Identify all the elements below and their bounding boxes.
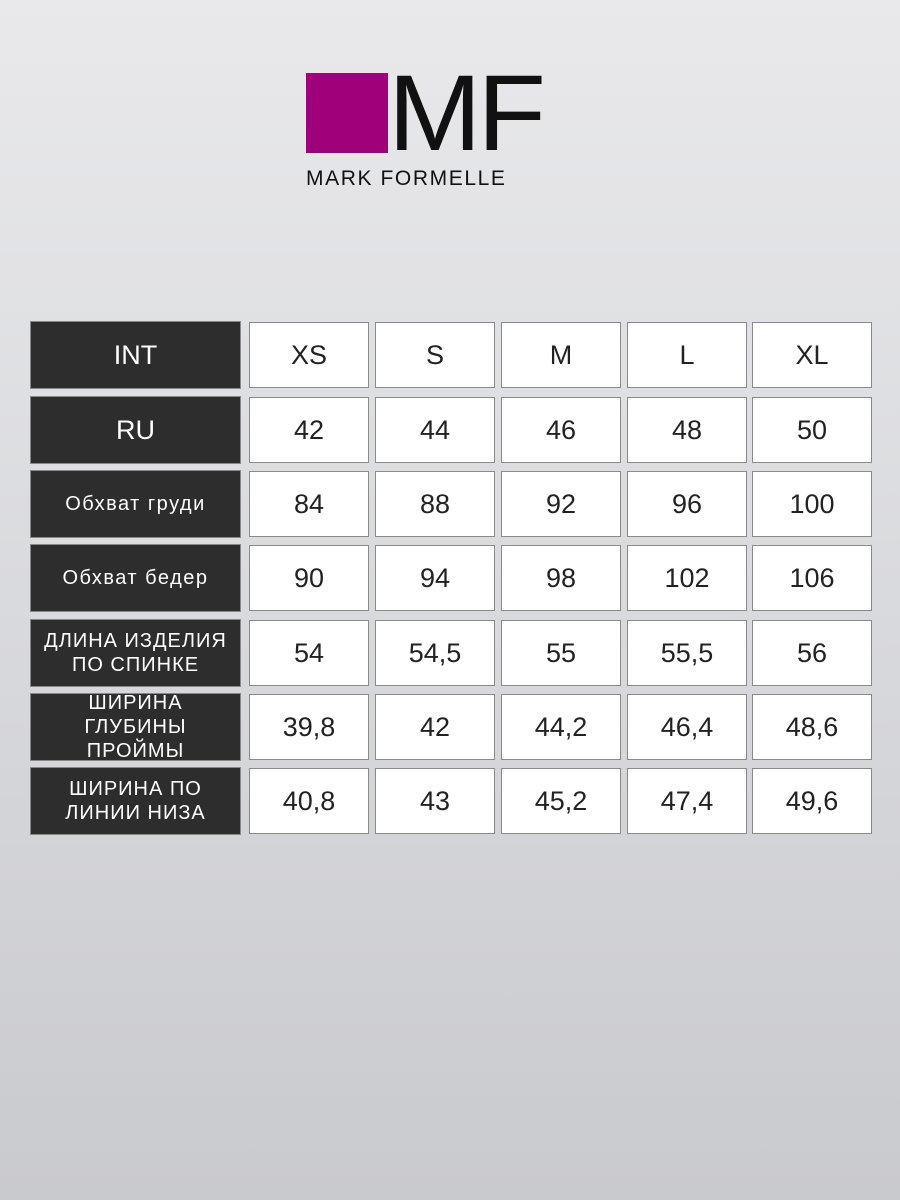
size-cell: 55,5 [627,620,747,686]
logo-magenta-square [306,73,388,153]
size-cell: M [501,322,621,388]
size-cell: 40,8 [249,768,369,834]
size-cell: 46 [501,397,621,463]
row-label: RU [31,397,240,463]
size-cell: 48,6 [752,694,872,760]
row-label: ШИРИНА ГЛУБИНЫ ПРОЙМЫ [31,692,240,762]
brand-name: MARK FORMELLE [306,167,507,190]
size-cell: XS [249,322,369,388]
size-cell: 54,5 [375,620,495,686]
size-cell: 90 [249,545,369,611]
size-cell: 48 [627,397,747,463]
size-cell: 42 [249,397,369,463]
size-cell: 88 [375,471,495,537]
size-cell: 55 [501,620,621,686]
brand-logo: MF MARK FORMELLE [306,59,596,190]
size-cell: 44,2 [501,694,621,760]
size-cell: XL [752,322,872,388]
size-cell: 98 [501,545,621,611]
size-cell: 47,4 [627,768,747,834]
size-cell: 106 [752,545,872,611]
size-cell: 96 [627,471,747,537]
size-cell: 39,8 [249,694,369,760]
logo-mark: MF [388,52,546,173]
row-label: ШИРИНА ПО ЛИНИИ НИЗА [31,768,240,834]
size-cell: 46,4 [627,694,747,760]
size-cell: 54 [249,620,369,686]
size-cell: 94 [375,545,495,611]
size-cell: 50 [752,397,872,463]
size-cell: 100 [752,471,872,537]
size-cell: 92 [501,471,621,537]
size-cell: 42 [375,694,495,760]
size-cell: 84 [249,471,369,537]
size-cell: 43 [375,768,495,834]
size-cell: S [375,322,495,388]
size-cell: 56 [752,620,872,686]
row-label: ДЛИНА ИЗДЕЛИЯ ПО СПИНКЕ [31,620,240,686]
size-cell: L [627,322,747,388]
size-cell: 102 [627,545,747,611]
size-cell: 45,2 [501,768,621,834]
size-cell: 44 [375,397,495,463]
row-label: Обхват груди [31,471,240,537]
size-cell: 49,6 [752,768,872,834]
row-label: Обхват бедер [31,545,240,611]
row-label: INT [31,322,240,388]
